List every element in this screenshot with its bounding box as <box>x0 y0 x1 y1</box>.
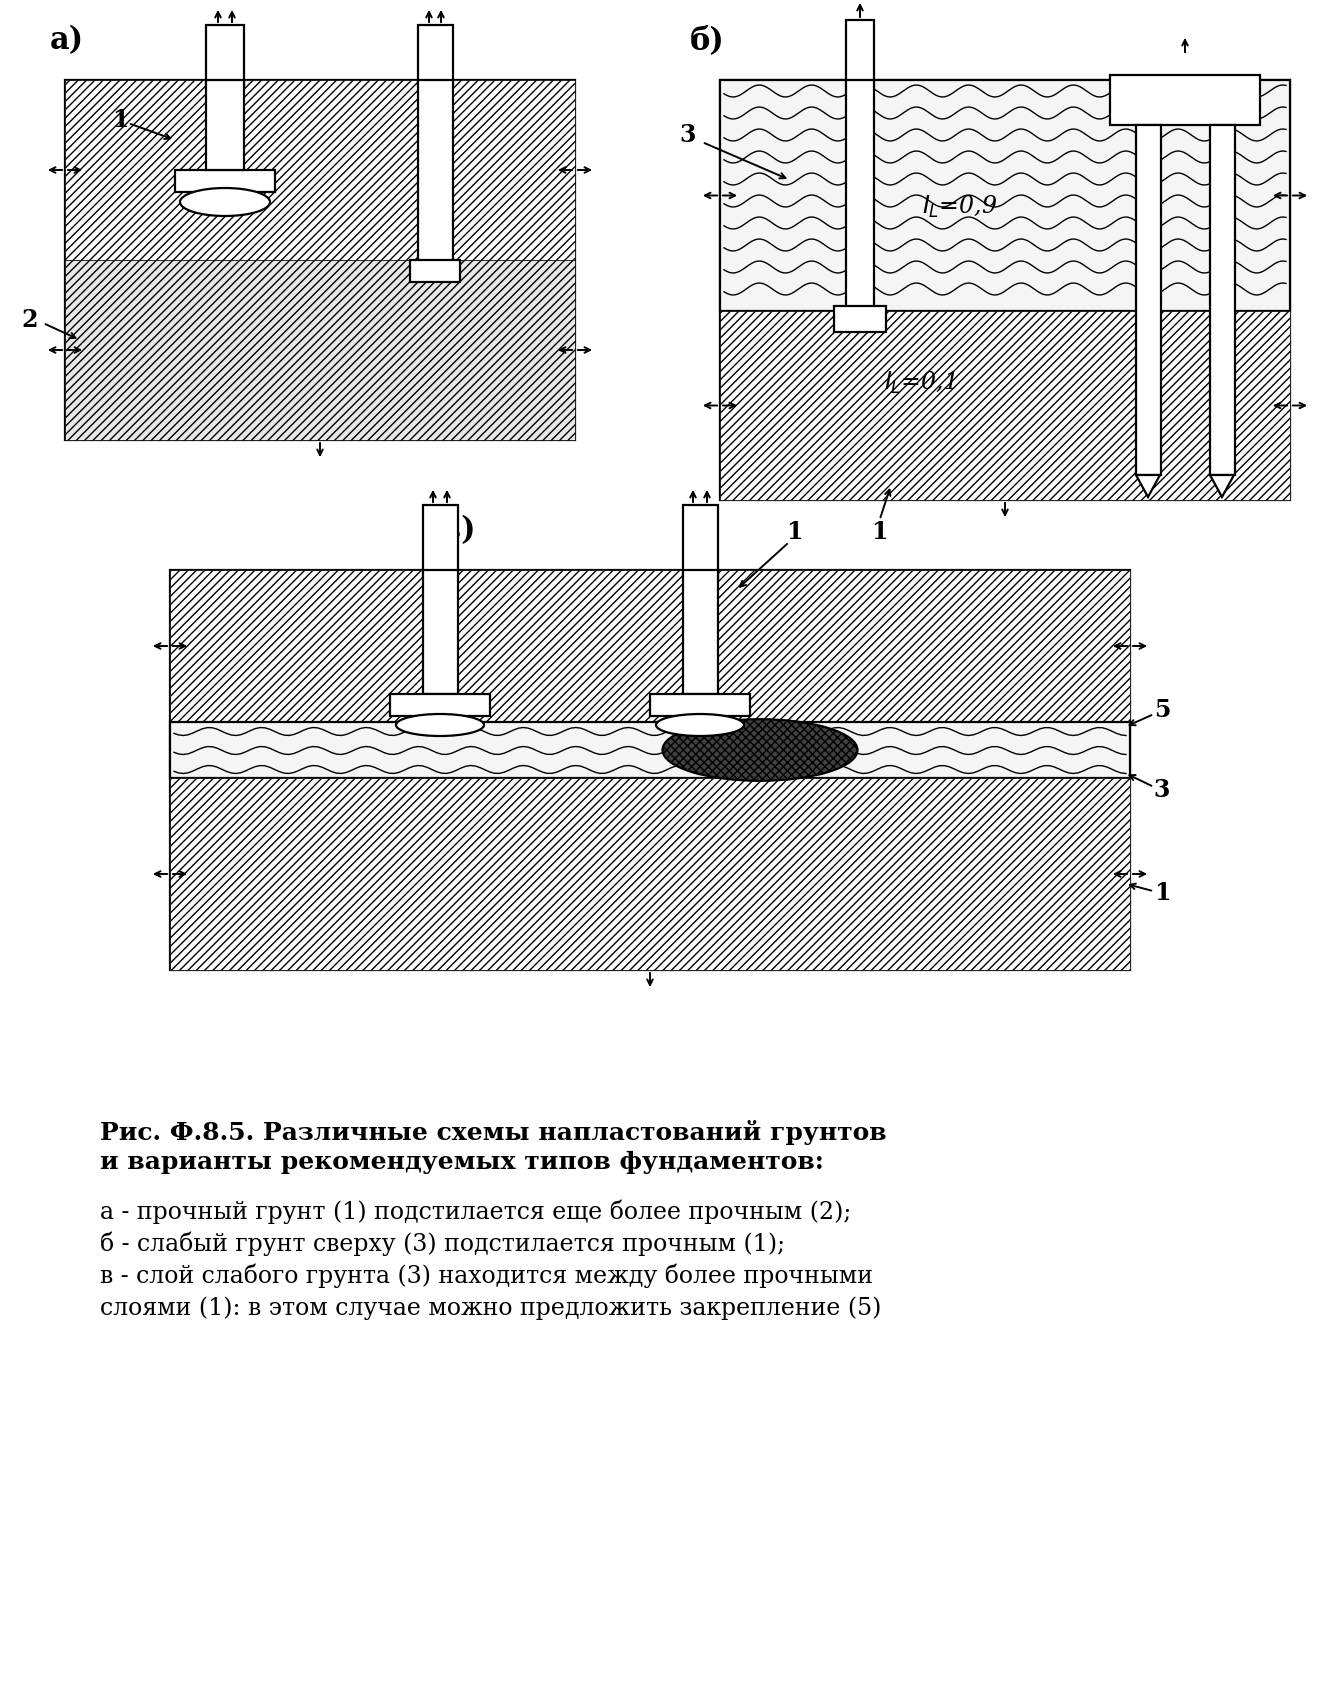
Bar <box>170 570 1130 722</box>
Bar <box>170 778 1130 971</box>
Bar <box>834 306 886 331</box>
Bar <box>170 570 1130 971</box>
Bar <box>170 722 1130 778</box>
Ellipse shape <box>656 714 744 736</box>
Bar <box>720 79 1290 501</box>
Bar <box>846 79 874 326</box>
Bar <box>846 20 874 85</box>
Ellipse shape <box>662 719 857 781</box>
Bar <box>683 570 717 693</box>
Text: $I_L$=0,9: $I_L$=0,9 <box>921 194 998 220</box>
Bar <box>418 25 453 85</box>
Text: 3: 3 <box>1153 778 1171 802</box>
Bar <box>207 79 244 171</box>
Ellipse shape <box>396 714 484 736</box>
Bar <box>1136 125 1161 475</box>
Bar <box>64 260 575 440</box>
Bar <box>207 25 244 85</box>
Text: слоями (1): в этом случае можно предложить закрепление (5): слоями (1): в этом случае можно предложи… <box>101 1295 881 1319</box>
Text: в): в) <box>440 516 476 546</box>
Text: в - слой слабого грунта (3) находится между более прочными: в - слой слабого грунта (3) находится ме… <box>101 1263 873 1289</box>
Text: 2: 2 <box>21 308 39 331</box>
Bar <box>390 693 489 715</box>
Text: 1: 1 <box>111 108 129 132</box>
Bar <box>720 311 1290 501</box>
Text: 1: 1 <box>872 521 888 545</box>
Text: б - слабый грунт сверху (3) подстилается прочным (1);: б - слабый грунт сверху (3) подстилается… <box>101 1233 784 1256</box>
Text: Рис. Ф.8.5. Различные схемы напластований грунтов: Рис. Ф.8.5. Различные схемы напластовани… <box>101 1119 886 1145</box>
Text: 5: 5 <box>1153 698 1171 722</box>
Text: а - прочный грунт (1) подстилается еще более прочным (2);: а - прочный грунт (1) подстилается еще б… <box>101 1201 852 1224</box>
Bar <box>422 570 459 693</box>
Polygon shape <box>1136 475 1160 497</box>
Text: а): а) <box>50 25 84 56</box>
Text: $I_L$=0,1: $I_L$=0,1 <box>884 370 955 396</box>
Bar <box>720 79 1290 311</box>
Bar <box>1210 125 1235 475</box>
Bar <box>64 79 575 260</box>
Text: 3: 3 <box>680 123 696 147</box>
Bar <box>683 506 717 578</box>
Text: 1: 1 <box>1153 881 1171 905</box>
Text: 1: 1 <box>786 521 802 545</box>
Bar <box>410 260 460 282</box>
Bar <box>418 79 453 272</box>
Bar <box>650 693 750 715</box>
Ellipse shape <box>180 188 270 216</box>
Bar <box>1110 74 1261 125</box>
Text: и варианты рекомендуемых типов фундаментов:: и варианты рекомендуемых типов фундамент… <box>101 1150 823 1174</box>
Bar <box>64 79 575 440</box>
Polygon shape <box>1210 475 1234 497</box>
Text: б): б) <box>691 25 724 56</box>
Bar <box>174 171 275 193</box>
Bar <box>422 506 459 578</box>
